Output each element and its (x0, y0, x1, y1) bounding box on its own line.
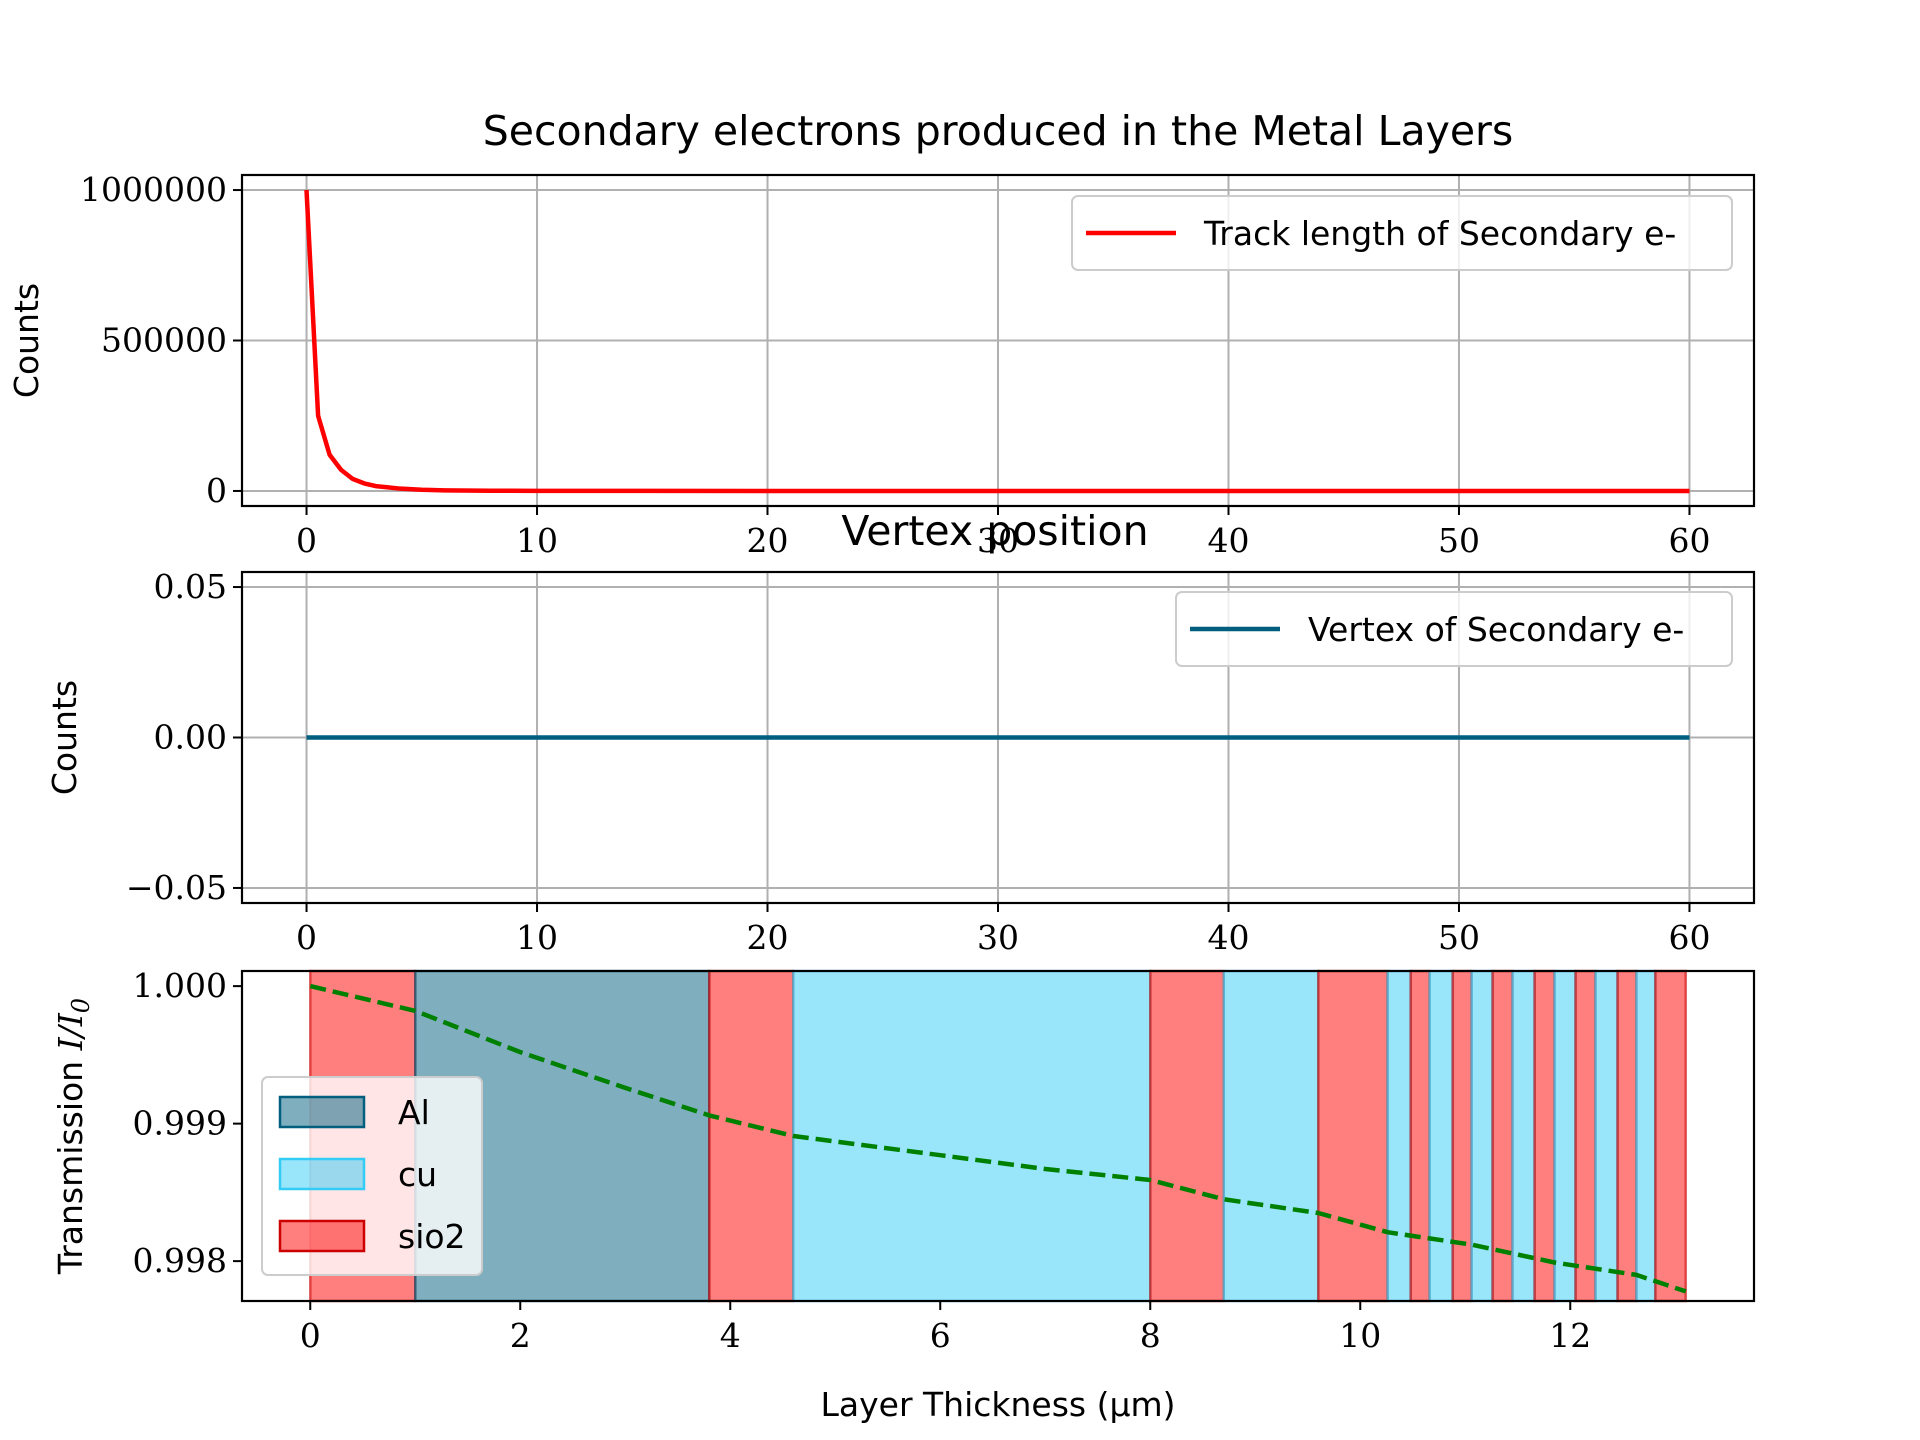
x-tick-label: 6 (930, 1316, 951, 1355)
layer-band-cu (1428, 969, 1454, 1303)
layer-band-cu (1635, 969, 1657, 1303)
layer-band-sio2 (1574, 969, 1597, 1303)
y-tick-label: 0.05 (154, 567, 227, 606)
x-tick-label: 10 (516, 521, 558, 560)
y-tick-label: 0.00 (154, 718, 227, 757)
x-tick-label: 2 (510, 1316, 531, 1355)
y-tick-label: 0.998 (133, 1241, 227, 1280)
y-tick-label: −0.05 (126, 868, 227, 907)
y-axis-label-text: Transmission (51, 1050, 90, 1275)
x-tick-label: 30 (977, 918, 1019, 957)
y-axis-label: Transmission I/I0 (51, 998, 95, 1275)
x-tick-label: 50 (1438, 918, 1480, 957)
x-tick-label: 40 (1207, 918, 1249, 957)
legend-label: sio2 (398, 1217, 466, 1256)
x-tick-label: 20 (747, 918, 789, 957)
layer-band-cu (1386, 969, 1412, 1303)
panel-vertex-position: 0 10 20 30 40 50 60 −0.05 0.00 0.05 Counts Vertex… (45, 567, 1756, 957)
layer-band-sio2 (1317, 969, 1389, 1303)
y-tick-label: 0 (206, 471, 227, 510)
x-tick-label: 8 (1140, 1316, 1161, 1355)
layer-band-sio2 (1533, 969, 1556, 1303)
legend: Track length of Secondary e- (1071, 195, 1733, 271)
legend: Vertex of Secondary e- (1175, 591, 1733, 667)
layer-band-cu (1511, 969, 1536, 1303)
panel-transmission: Al cu sio2 0 2 4 6 8 10 12 0.998 0.999 1.000 Layer … (51, 966, 1756, 1424)
x-tick-label: 4 (720, 1316, 741, 1355)
y-axis-label-subscript: 0 (67, 998, 95, 1013)
x-tick-label: 30 (977, 521, 1019, 560)
x-tick-label: 10 (1339, 1316, 1381, 1355)
series-line (309, 983, 1687, 1294)
x-tick-label: 60 (1668, 521, 1710, 560)
plot-area (309, 983, 1687, 1294)
y-axis-label: Counts (7, 283, 46, 398)
legend-label: Track length of Secondary e- (1203, 214, 1676, 253)
layer-band-sio2 (1409, 969, 1431, 1303)
x-tick-label: 0 (300, 1316, 321, 1355)
layer-band-cu (1222, 969, 1320, 1303)
legend-swatch-sio2 (278, 1219, 366, 1253)
axes-frame (240, 969, 1756, 1303)
tick-marks: 0 10 20 30 40 50 60 −0.05 0.00 0.05 (126, 567, 1711, 957)
x-tick-label: 0 (296, 521, 317, 560)
layer-band-sio2 (1451, 969, 1473, 1303)
tick-marks: 0 2 4 6 8 10 12 0.998 0.999 1.000 (133, 966, 1592, 1355)
x-tick-label: 0 (296, 918, 317, 957)
x-tick-label: 40 (1207, 521, 1249, 560)
x-tick-label: 10 (516, 918, 558, 957)
layer-band-sio2 (1654, 969, 1688, 1303)
legend-swatch-cu (278, 1157, 366, 1191)
legend-swatch-al (278, 1095, 366, 1129)
y-tick-label: 1.000 (133, 966, 227, 1005)
x-tick-label: 50 (1438, 521, 1480, 560)
layer-band-sio2 (708, 969, 795, 1303)
x-axis-label: Layer Thickness (μm) (821, 1385, 1176, 1424)
layer-bands (309, 969, 1688, 1303)
legend-box (1175, 591, 1733, 667)
legend-box (1071, 195, 1733, 271)
y-tick-label: 0.999 (133, 1104, 227, 1143)
chart-title: Secondary electrons produced in the Meta… (483, 107, 1514, 155)
legend-label: Al (398, 1093, 430, 1132)
y-axis-label: Counts (45, 680, 84, 795)
layer-band-cu (1470, 969, 1494, 1303)
layer-band-cu (1594, 969, 1619, 1303)
y-tick-label: 500000 (101, 321, 227, 360)
tick-marks: 0 10 20 30 40 50 60 0 500000 1000000 (80, 170, 1710, 560)
y-axis-label-math: I/I (51, 1012, 90, 1051)
layer-band-sio2 (1616, 969, 1638, 1303)
x-tick-label: 20 (747, 521, 789, 560)
layer-band-cu (792, 969, 1152, 1303)
legend-label: Vertex of Secondary e- (1308, 610, 1684, 649)
layer-band-sio2 (1149, 969, 1225, 1303)
series-line (304, 189, 1690, 494)
chart-title: Vertex position (841, 507, 1148, 555)
panel-track-length: 0 10 20 30 40 50 60 0 500000 1000000 Secondary el… (7, 107, 1756, 560)
x-tick-label: 12 (1549, 1316, 1591, 1355)
legend-label: cu (398, 1155, 437, 1194)
plot-area (304, 189, 1690, 494)
y-tick-label: 1000000 (80, 170, 227, 209)
legend: Al cu sio2 (261, 1076, 483, 1276)
layer-band-cu (1553, 969, 1577, 1303)
x-tick-label: 60 (1668, 918, 1710, 957)
